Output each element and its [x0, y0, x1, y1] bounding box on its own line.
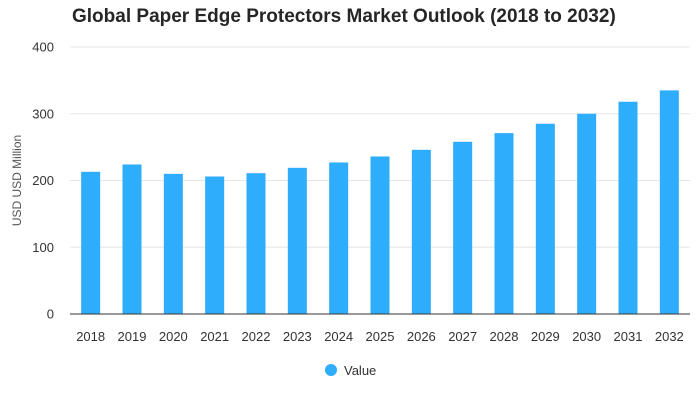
- y-tick-label: 400: [32, 40, 54, 55]
- x-tick-label: 2027: [448, 329, 477, 344]
- x-tick-label: 2023: [283, 329, 312, 344]
- y-tick-label: 100: [32, 240, 54, 255]
- x-tick-label: 2026: [407, 329, 436, 344]
- x-tick-label: 2025: [366, 329, 395, 344]
- bar-2030: [577, 113, 597, 314]
- x-tick-label: 2024: [324, 329, 353, 344]
- y-tick-label: 200: [32, 173, 54, 188]
- x-tick-label: 2031: [614, 329, 643, 344]
- x-tick-label: 2022: [242, 329, 271, 344]
- bar-2026: [411, 149, 431, 314]
- bar-2024: [329, 162, 349, 314]
- x-tick-label: 2019: [118, 329, 147, 344]
- x-tick-label: 2018: [76, 329, 105, 344]
- bar-2018: [81, 171, 101, 314]
- x-tick-label: 2020: [159, 329, 188, 344]
- bar-2021: [205, 176, 225, 314]
- bar-2023: [287, 167, 307, 314]
- legend: Value: [325, 363, 376, 378]
- bar-2020: [163, 173, 183, 314]
- bar-2027: [453, 141, 473, 314]
- bar-2028: [494, 133, 514, 314]
- y-axis-ticks: 0 100 200 300 400: [32, 40, 54, 322]
- y-axis-label: USD USD Million: [10, 135, 24, 226]
- bar-2019: [122, 164, 142, 314]
- bar-2032: [659, 90, 679, 314]
- x-tick-label: 2029: [531, 329, 560, 344]
- legend-marker: [325, 364, 337, 376]
- x-tick-label: 2028: [490, 329, 519, 344]
- x-tick-label: 2032: [655, 329, 684, 344]
- bar-2031: [618, 101, 638, 314]
- y-tick-label: 300: [32, 106, 54, 121]
- bar-2025: [370, 156, 390, 314]
- x-tick-label: 2021: [200, 329, 229, 344]
- legend-label: Value: [344, 363, 376, 378]
- chart-title: Global Paper Edge Protectors Market Outl…: [72, 6, 616, 27]
- bar-2029: [535, 123, 555, 314]
- x-axis-ticks: 2018 2019 2020 2021 2022 2023 2024 2025 2026 2027…: [76, 329, 684, 344]
- bar-2022: [246, 173, 266, 314]
- y-tick-label: 0: [47, 307, 54, 322]
- x-tick-label: 2030: [572, 329, 601, 344]
- bars: [81, 90, 679, 314]
